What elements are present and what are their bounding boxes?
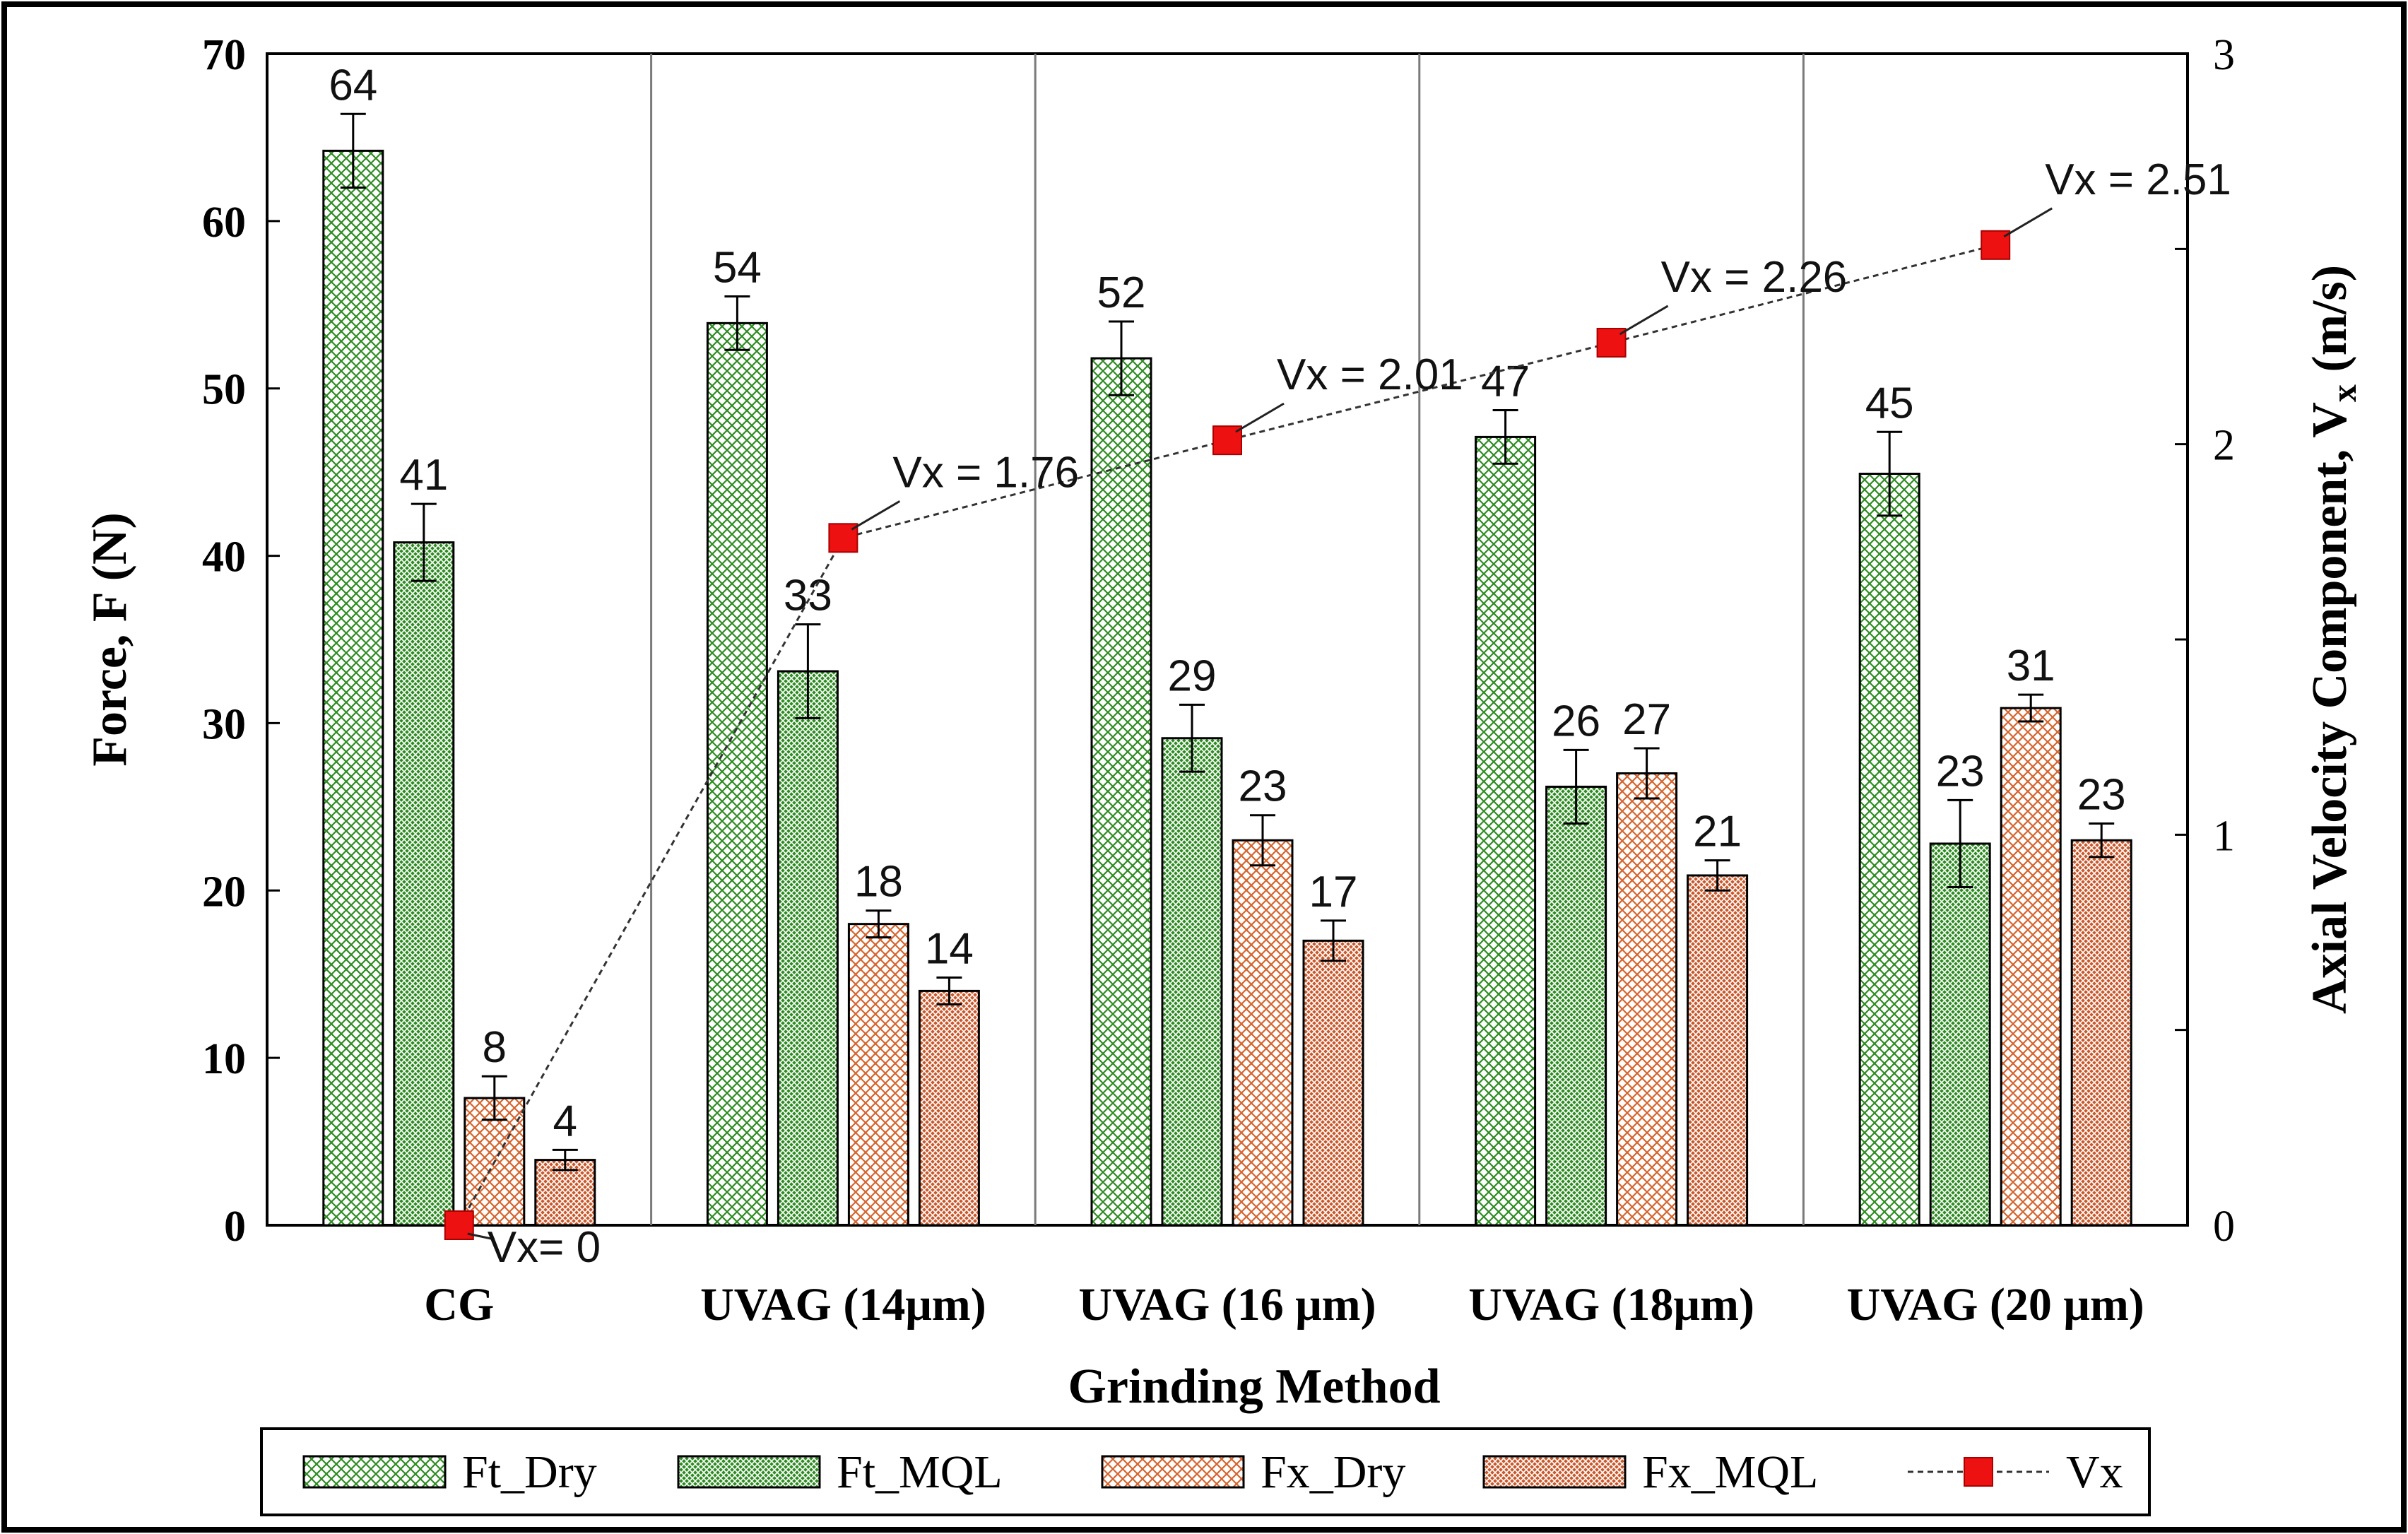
bar-Fx_MQL-3 (1687, 874, 1749, 1227)
bar-Ft_Dry-1 (706, 321, 768, 1227)
vx-leader-line (2003, 207, 2053, 238)
y2-axis-title: Axial Velocity Component, Vx (m/s) (2303, 265, 2363, 1014)
y-tick-label: 70 (202, 31, 246, 79)
category-label: UVAG (16 μm) (1078, 1279, 1376, 1331)
vx-leader-line (467, 1232, 495, 1241)
bar-Ft_MQL-3 (1545, 785, 1607, 1227)
data-label: 23 (2077, 771, 2126, 820)
data-label: 18 (854, 858, 903, 907)
vx-label: Vx= 0 (488, 1223, 601, 1272)
y-tick-label: 10 (202, 1035, 246, 1083)
category-label: UVAG (18μm) (1468, 1279, 1754, 1331)
y-tick-label: 30 (202, 700, 246, 748)
bar-Fx_MQL-2 (1302, 939, 1364, 1227)
bar-Fx_Dry-2 (1232, 839, 1294, 1227)
data-label: 33 (784, 572, 832, 620)
x-axis-title: Grinding Method (1068, 1359, 1440, 1414)
data-label: 45 (1865, 379, 1914, 427)
data-label: 29 (1168, 651, 1217, 700)
bar-Fx_Dry-4 (2000, 707, 2062, 1227)
data-label: 64 (329, 61, 377, 110)
vx-label: Vx = 2.51 (2045, 155, 2231, 204)
data-label: 8 (483, 1023, 507, 1072)
legend-label: Ft_MQL (837, 1446, 1003, 1498)
legend-label: Fx_MQL (1642, 1446, 1818, 1498)
legend-marker-vx (1964, 1457, 1993, 1487)
bar-Ft_MQL-4 (1929, 842, 1991, 1227)
y2-tick-label: 1 (2213, 812, 2235, 860)
category-label: UVAG (14μm) (700, 1279, 986, 1331)
bar-Fx_Dry-1 (847, 923, 909, 1227)
bar-Ft_Dry-2 (1090, 357, 1152, 1227)
legend-label: Vx (2066, 1446, 2123, 1498)
data-label: 23 (1936, 747, 1985, 796)
vx-leader-line (1619, 305, 1669, 336)
vx-leader-line (1235, 402, 1285, 433)
y2-axis-title-unit: (m/s) (2303, 265, 2357, 384)
y2-tick-label: 2 (2213, 422, 2235, 470)
vx-leader-line (851, 500, 901, 531)
bar-Fx_MQL-4 (2070, 839, 2132, 1227)
bar-Fx_Dry-3 (1616, 772, 1678, 1227)
y-axis-right: 0 1 2 3 (2175, 31, 2235, 1251)
bar-Fx_MQL-1 (918, 989, 980, 1227)
data-label: 54 (713, 243, 762, 292)
bar-Ft_Dry-4 (1858, 473, 1920, 1227)
y2-tick-label: 3 (2213, 31, 2235, 79)
vx-label: Vx = 2.26 (1661, 253, 1848, 302)
vx-label: Vx = 2.01 (1277, 350, 1463, 399)
y-tick-label: 60 (202, 199, 246, 247)
data-label: 23 (1239, 762, 1287, 811)
y-tick-label: 40 (202, 533, 246, 582)
data-label: 21 (1693, 808, 1742, 856)
data-label: 52 (1097, 269, 1146, 317)
y-tick-label: 50 (202, 366, 246, 414)
data-label: 4 (553, 1097, 577, 1145)
legend-swatch-Ft_MQL (677, 1455, 821, 1489)
bar-Ft_Dry-0 (322, 149, 384, 1227)
category-label: UVAG (20 μm) (1847, 1279, 2144, 1331)
y2-axis-title-sub: x (2324, 384, 2363, 402)
data-label: 26 (1552, 697, 1600, 745)
data-label: 31 (2007, 642, 2055, 690)
legend-label: Ft_Dry (462, 1446, 597, 1498)
vx-marker (444, 1210, 474, 1240)
data-label: 14 (925, 924, 974, 973)
data-label: 41 (399, 451, 448, 500)
vx-line (458, 244, 1996, 1226)
category-label: CG (424, 1279, 494, 1331)
bar-Ft_MQL-0 (393, 541, 455, 1227)
data-label: 27 (1622, 695, 1671, 744)
vx-line-layer: Vx= 0 Vx = 1.76 Vx = 2.01 Vx = 2.26 Vx = 2.5… (444, 155, 2231, 1272)
bar-Ft_Dry-3 (1475, 435, 1537, 1227)
y-axis-title: Force, F (N) (83, 512, 137, 767)
bar-Ft_MQL-1 (777, 670, 839, 1227)
category-labels: CG UVAG (14μm) UVAG (16 μm) UVAG (18μm) UVAG… (424, 1279, 2144, 1331)
legend-swatch-Ft_Dry (302, 1455, 447, 1489)
legend-label: Fx_Dry (1261, 1446, 1405, 1498)
vx-label: Vx = 1.76 (892, 448, 1079, 497)
legend: Ft_Dry Ft_MQL Fx_Dry Fx_MQL Vx (302, 1446, 2123, 1498)
legend-swatch-Fx_Dry (1101, 1455, 1245, 1489)
data-label: 17 (1309, 868, 1358, 916)
y-tick-label: 0 (224, 1203, 246, 1251)
y2-axis-title-main: Axial Velocity Component, V (2303, 402, 2357, 1014)
y2-tick-label: 0 (2213, 1203, 2235, 1251)
category-separators (650, 54, 1805, 1225)
legend-swatch-Fx_MQL (1482, 1455, 1627, 1489)
bar-Ft_MQL-2 (1161, 737, 1223, 1227)
y-axis-left: 0 10 20 30 40 50 60 70 (202, 31, 280, 1251)
y-tick-label: 20 (202, 868, 246, 916)
